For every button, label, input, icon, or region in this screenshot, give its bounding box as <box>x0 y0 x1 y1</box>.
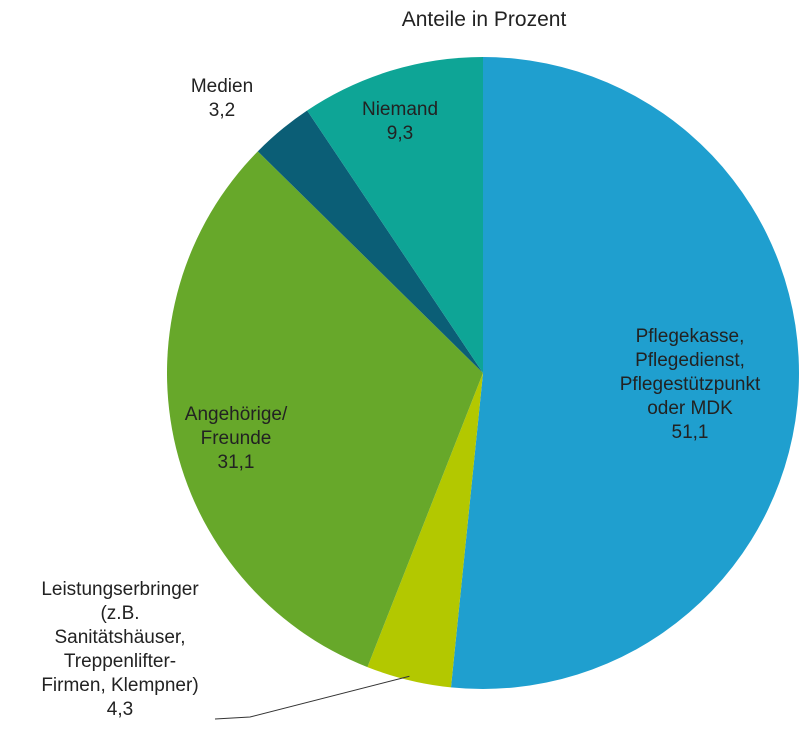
slice-value: 3,2 <box>208 100 236 121</box>
slice-name: Angehörige/ Freunde <box>184 404 288 449</box>
pie-slice <box>307 57 483 373</box>
slice-value: 4,3 <box>106 699 134 720</box>
pie-slice <box>257 110 483 373</box>
slice-name: Niemand <box>361 99 439 120</box>
pie-slice <box>367 373 483 688</box>
slice-value: 51,1 <box>671 422 709 443</box>
slice-label: Leistungserbringer (z.B. Sanitätshäuser,… <box>41 578 198 722</box>
pie-slice <box>450 57 799 689</box>
slice-label: Pflegekasse, Pflegedienst, Pflegestützpu… <box>620 325 760 445</box>
slice-label: Niemand 9,3 <box>362 98 438 146</box>
slice-name: Medien <box>190 76 254 97</box>
slice-label: Medien 3,2 <box>191 75 253 123</box>
leader-line <box>214 675 410 720</box>
slice-name: Pflegekasse, Pflegedienst, Pflegestützpu… <box>619 326 761 419</box>
pie-slice <box>166 151 483 668</box>
slice-value: 31,1 <box>217 452 255 473</box>
slice-name: Leistungserbringer (z.B. Sanitätshäuser,… <box>41 579 199 696</box>
slice-value: 9,3 <box>386 123 414 144</box>
slice-label: Angehörige/ Freunde 31,1 <box>185 403 287 475</box>
chart-title: Anteile in Prozent <box>401 8 567 31</box>
